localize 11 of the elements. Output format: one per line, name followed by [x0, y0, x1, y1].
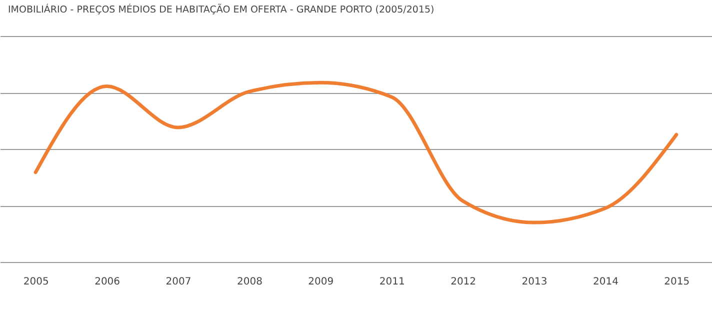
x-tick-label: 2015	[664, 276, 690, 288]
x-tick-label: 2005	[23, 276, 49, 288]
x-tick-label: 2008	[236, 276, 262, 288]
x-tick-label: 2012	[450, 276, 476, 288]
x-tick-label: 2007	[166, 276, 192, 288]
x-tick-label: 2009	[308, 276, 334, 288]
chart-title: IMOBILIÁRIO - PREÇOS MÉDIOS DE HABITAÇÃO EM OFERTA - GRANDE PORTO (2005/2015)	[8, 4, 434, 16]
x-tick-label: 2006	[94, 276, 120, 288]
x-tick-label: 2013	[522, 276, 548, 288]
x-tick-label: 2011	[379, 276, 405, 288]
x-tick-label: 2014	[592, 276, 618, 288]
